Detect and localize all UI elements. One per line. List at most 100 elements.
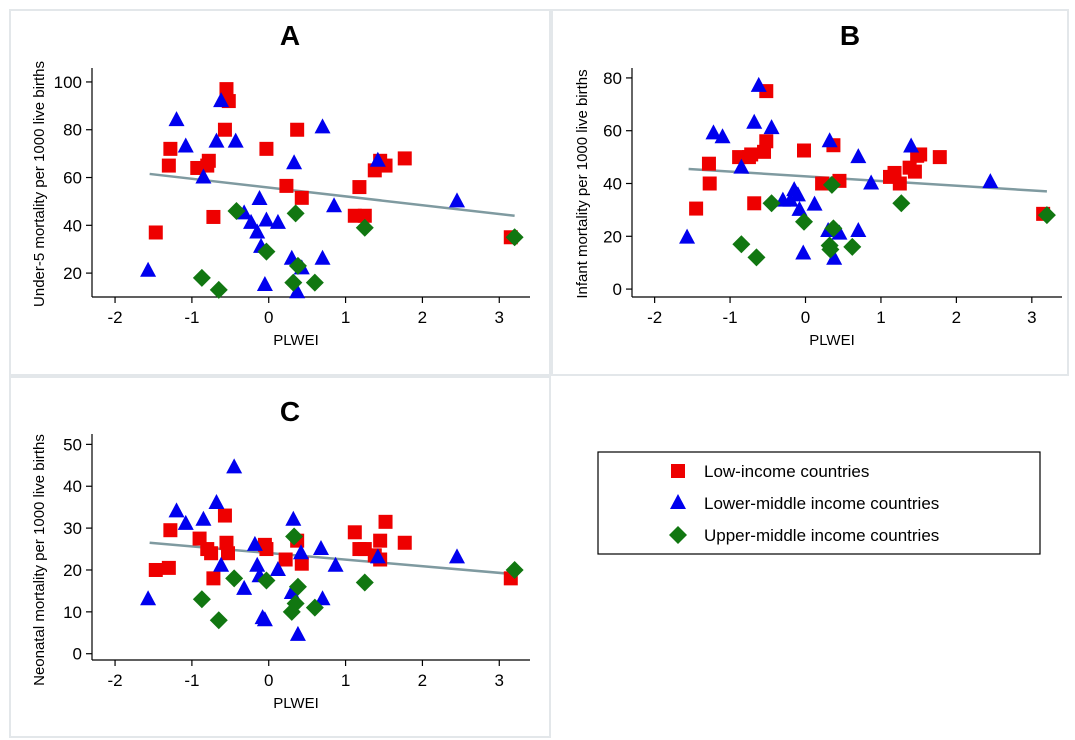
x-tick-label: -1 [184, 671, 199, 690]
data-point-triangle [982, 173, 999, 189]
data-point-triangle [286, 154, 303, 170]
data-point-triangle [314, 249, 331, 265]
data-point-diamond [288, 577, 307, 596]
data-point-triangle [256, 611, 273, 627]
y-tick-label: 0 [613, 280, 622, 299]
data-point-triangle [195, 168, 212, 184]
data-point-diamond [821, 240, 840, 259]
data-point-triangle [236, 579, 253, 595]
data-point-square [221, 546, 236, 561]
data-point-square [279, 178, 294, 193]
data-point-diamond [505, 228, 524, 247]
x-tick-label: 0 [264, 308, 273, 327]
data-point-diamond [257, 242, 276, 261]
data-point-triangle [750, 76, 767, 92]
panel-b-border [551, 9, 1069, 376]
data-point-diamond [225, 569, 244, 588]
y-tick-label: 40 [603, 175, 622, 194]
y-axis-title: Infant mortality per 1000 live births [574, 69, 591, 298]
legend-label: Low-income countries [704, 462, 869, 481]
data-point-square [747, 196, 762, 211]
data-point-triangle [269, 560, 286, 576]
x-axis-title: PLWEI [273, 695, 319, 712]
data-point-triangle [243, 213, 260, 229]
data-point-diamond [824, 219, 843, 238]
data-point-diamond [747, 248, 766, 267]
data-point-square [259, 141, 274, 156]
x-tick-label: -1 [184, 308, 199, 327]
legend-marker-triangle [670, 494, 686, 509]
plot-b: 0 20 40 60 80 -2 -1 0 1 2 3 PLWEI Infant mortality p… [574, 68, 1062, 349]
data-point-triangle [289, 283, 306, 299]
data-point-diamond [209, 280, 228, 299]
data-point-square [217, 122, 232, 137]
data-point-diamond [762, 194, 781, 213]
data-point-triangle [789, 186, 806, 202]
data-point-square [163, 523, 178, 538]
data-point-triangle [140, 261, 157, 277]
data-point-triangle [733, 158, 750, 174]
y-tick-label: 20 [63, 561, 82, 580]
x-axis-title: PLWEI [273, 332, 319, 349]
data-point-square [397, 151, 412, 166]
data-point-square [907, 164, 922, 179]
data-point-triangle [821, 132, 838, 148]
y-tick-label: 20 [603, 227, 622, 246]
data-point-triangle [208, 132, 225, 148]
data-point-square [744, 147, 759, 162]
panel-c-letter: C [280, 396, 300, 427]
y-tick-label: 40 [63, 216, 82, 235]
data-point-square [347, 525, 362, 540]
data-point-square [219, 82, 234, 97]
data-point-triangle [258, 211, 275, 227]
data-point-triangle [285, 510, 302, 526]
data-point-triangle [679, 228, 696, 244]
data-point-triangle [177, 137, 194, 153]
data-point-triangle [369, 548, 386, 564]
plot-c: 0 10 20 30 40 50 -2 -1 0 1 2 3 PLWEI Neonatal mortali… [31, 434, 530, 712]
data-point-diamond [892, 194, 911, 213]
data-point-square [161, 560, 176, 575]
data-point-triangle [195, 510, 212, 526]
data-point-diamond [843, 237, 862, 256]
data-point-triangle [806, 195, 823, 211]
x-tick-label: 2 [418, 671, 427, 690]
y-tick-label: 40 [63, 477, 82, 496]
data-point-diamond [227, 201, 246, 220]
data-point-triangle [449, 548, 465, 564]
x-tick-label: 1 [341, 308, 350, 327]
data-point-diamond [355, 218, 374, 237]
data-point-square [294, 190, 309, 205]
data-point-square [373, 533, 388, 548]
data-point-diamond [286, 594, 305, 613]
x-tick-label: 3 [1027, 308, 1036, 327]
data-point-diamond [257, 571, 276, 590]
panel-c-border [9, 376, 551, 738]
data-point-triangle [326, 197, 343, 213]
data-point-square [932, 150, 947, 165]
plot-a: 20 40 60 80 100 -2 -1 0 1 2 3 PLWEI Under-5 mortalit… [31, 61, 530, 349]
data-point-triangle [226, 458, 243, 474]
panel-a-letter: A [280, 20, 300, 51]
fit-line [149, 172, 515, 217]
data-point-triangle [863, 174, 880, 190]
x-tick-label: 2 [952, 308, 961, 327]
legend-marker-diamond [669, 526, 687, 544]
data-point-triangle [213, 556, 230, 572]
data-point-square [294, 556, 309, 571]
data-point-triangle [903, 137, 920, 153]
data-point-square [201, 153, 216, 168]
y-tick-label: 100 [54, 73, 82, 92]
data-point-square [163, 141, 178, 156]
data-point-square [204, 546, 219, 561]
data-point-triangle [213, 92, 230, 108]
data-point-diamond [192, 590, 211, 609]
data-point-square [887, 165, 902, 180]
data-point-triangle [227, 132, 244, 148]
data-point-diamond [288, 256, 307, 275]
data-point-triangle [312, 540, 329, 556]
data-point-triangle [850, 222, 867, 238]
data-point-square [148, 562, 163, 577]
legend-label: Lower-middle income countries [704, 494, 939, 513]
data-point-square [397, 535, 412, 550]
